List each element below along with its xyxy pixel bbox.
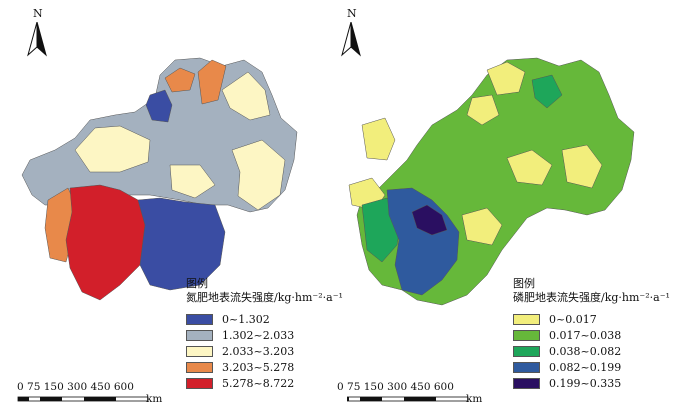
north-arrow-icon xyxy=(27,22,47,57)
nitrogen-map-panel: N 图例 氮肥地表流失强度/kg·hm⁻²·a⁻¹ 0~1.302 1.302~… xyxy=(17,7,343,405)
legend-item: 5.278~8.722 xyxy=(186,375,343,391)
scale-ticks: 0 75 150 300 450 600 xyxy=(17,381,134,393)
region-yellow-north2 xyxy=(466,94,500,126)
region-yellow-center xyxy=(74,125,151,173)
legend-item: 3.203~5.278 xyxy=(186,359,343,375)
nitrogen-legend: 图例 氮肥地表流失强度/kg·hm⁻²·a⁻¹ 0~1.302 1.302~2.… xyxy=(186,277,343,391)
legend-swatch xyxy=(186,361,213,373)
legend-label: 0.082~0.199 xyxy=(549,360,622,374)
legend-item: 0~0.017 xyxy=(513,311,670,327)
legend-swatch xyxy=(513,345,540,357)
legend-swatch xyxy=(513,377,540,389)
legend-label: 0.199~0.335 xyxy=(549,376,622,390)
region-purple xyxy=(411,204,448,236)
legend-label: 5.278~8.722 xyxy=(222,376,295,390)
legend-swatch xyxy=(513,361,540,373)
legend-heading: 图例 xyxy=(513,277,535,290)
region-yellow-east xyxy=(231,139,286,211)
scale-ticks: 0 75 150 300 450 600 xyxy=(337,381,454,393)
legend-item: 0.082~0.199 xyxy=(513,359,670,375)
scale-unit: km xyxy=(466,393,483,405)
scale-bar xyxy=(347,396,469,402)
legend-label: 1.302~2.033 xyxy=(222,328,295,342)
legend-label: 0~0.017 xyxy=(549,312,597,326)
region-orange-north xyxy=(164,67,196,93)
legend-item: 0.038~0.082 xyxy=(513,343,670,359)
north-label: N xyxy=(347,7,357,20)
legend-swatch xyxy=(186,377,213,389)
scale-bar xyxy=(17,396,149,402)
legend-label: 0.017~0.038 xyxy=(549,328,622,342)
legend-swatch xyxy=(186,345,213,357)
legend-label: 2.033~3.203 xyxy=(222,344,295,358)
region-yellow-west xyxy=(361,117,396,161)
north-arrow-icon xyxy=(341,22,361,57)
region-red xyxy=(65,184,146,301)
region-orange-northeast xyxy=(197,59,227,105)
legend-label: 3.203~5.278 xyxy=(222,360,295,374)
region-midgreen-north xyxy=(531,74,563,109)
region-blue-north xyxy=(145,89,173,123)
scale-unit: km xyxy=(146,393,163,405)
legend-item: 2.033~3.203 xyxy=(186,343,343,359)
region-yellow-north xyxy=(486,61,526,96)
legend-title: 氮肥地表流失强度/kg·hm⁻²·a⁻¹ xyxy=(186,291,343,304)
phosphorus-map-svg xyxy=(347,57,635,402)
region-yellow-mid xyxy=(169,164,216,199)
legend-label: 0~1.302 xyxy=(222,312,270,326)
phosphorus-map-panel: N 图例 磷肥地表流失强度/kg·hm⁻²·a⁻¹ 0~0.017 0.017~… xyxy=(337,0,694,409)
legend-swatch xyxy=(186,313,213,325)
region-yellow-south xyxy=(461,207,503,246)
region-blue-southeast xyxy=(137,197,226,291)
legend-swatch xyxy=(513,313,540,325)
region-yellow-north xyxy=(221,71,271,121)
legend-label: 0.038~0.082 xyxy=(549,344,622,358)
legend-item: 0~1.302 xyxy=(186,311,343,327)
legend-item: 1.302~2.033 xyxy=(186,327,343,343)
nitrogen-map-svg xyxy=(17,57,298,402)
north-label: N xyxy=(33,7,43,20)
region-yellow-center xyxy=(506,149,553,186)
legend-swatch xyxy=(186,329,213,341)
phosphorus-legend: 图例 磷肥地表流失强度/kg·hm⁻²·a⁻¹ 0~0.017 0.017~0.… xyxy=(513,277,670,391)
legend-swatch xyxy=(513,329,540,341)
legend-title: 磷肥地表流失强度/kg·hm⁻²·a⁻¹ xyxy=(513,291,670,304)
legend-item: 0.199~0.335 xyxy=(513,375,670,391)
legend-item: 0.017~0.038 xyxy=(513,327,670,343)
region-yellow-east xyxy=(561,144,603,189)
legend-heading: 图例 xyxy=(186,277,208,290)
